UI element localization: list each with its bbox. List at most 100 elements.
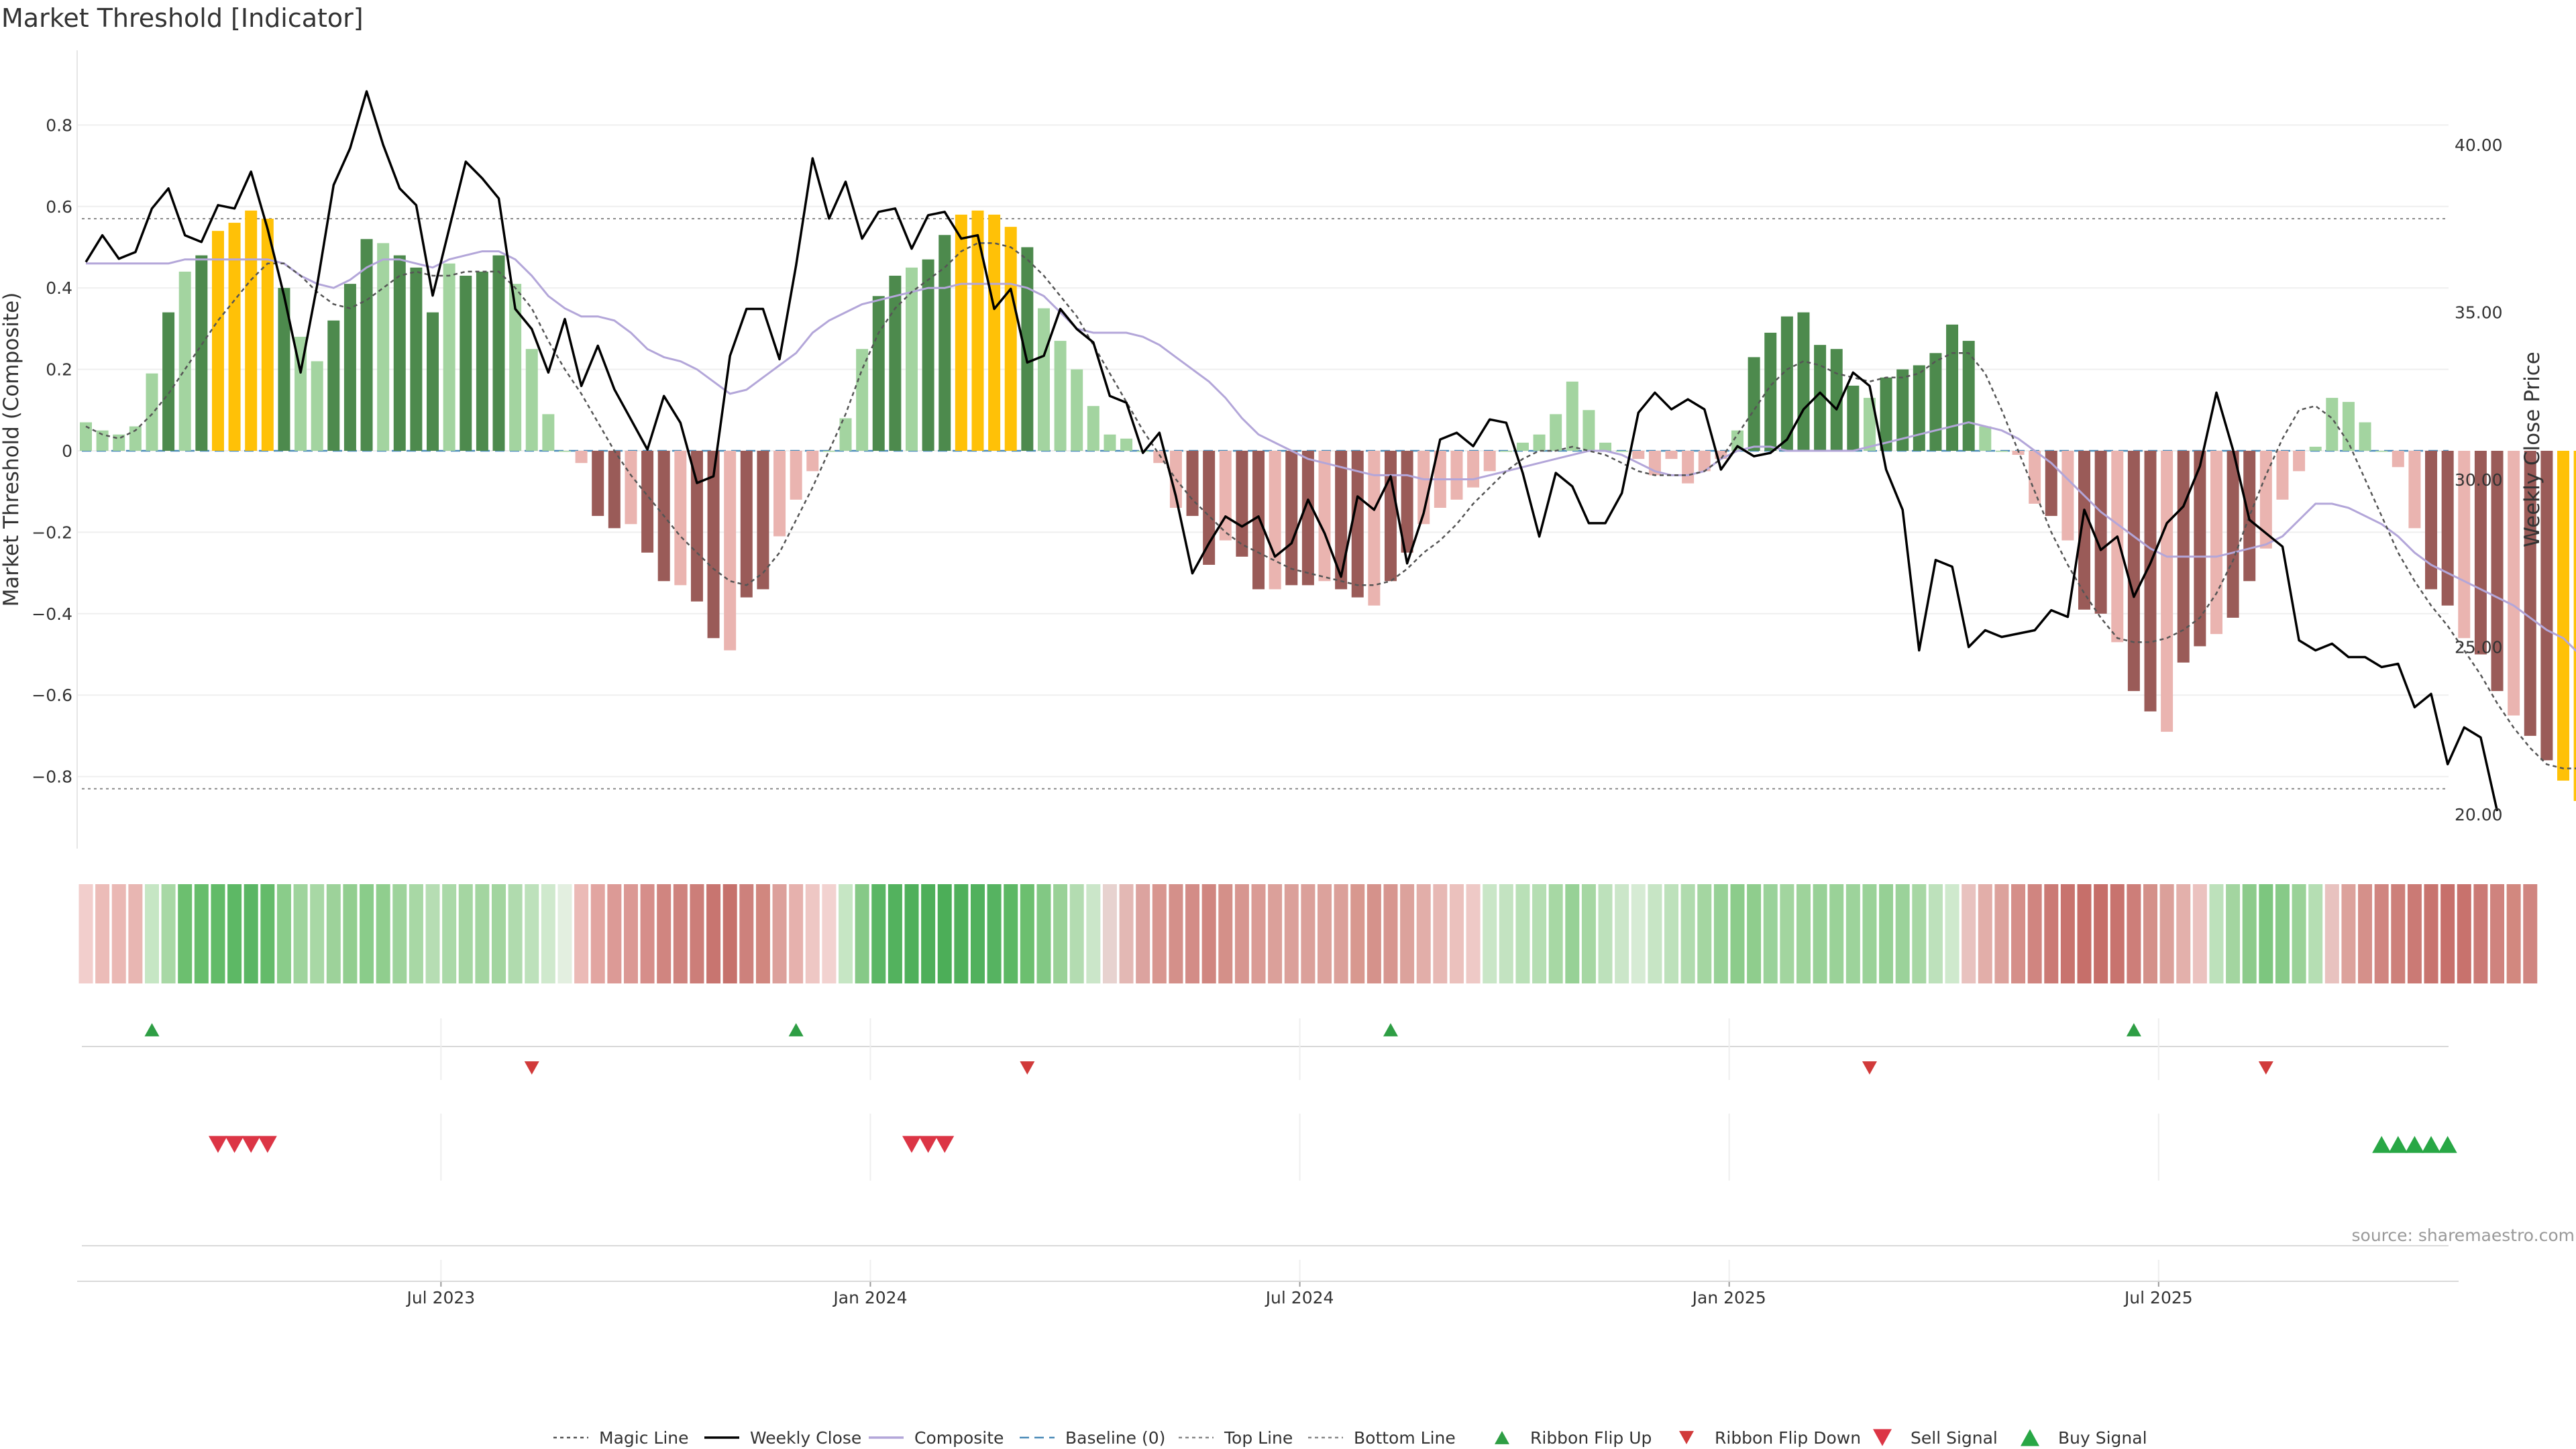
ribbon-cell — [343, 884, 358, 983]
ribbon-cell — [2490, 884, 2505, 983]
ribbon-cell — [1053, 884, 1068, 983]
ribbon-cell — [1366, 884, 1381, 983]
ribbon-cell — [1169, 884, 1183, 983]
composite-bar — [2161, 451, 2174, 732]
composite-bar — [773, 451, 786, 537]
ribbon-cell — [1318, 884, 1332, 983]
composite-bar — [1384, 451, 1397, 582]
ribbon-cell — [2159, 884, 2174, 983]
composite-bar — [261, 219, 274, 451]
ribbon-cell — [2110, 884, 2125, 983]
composite-bar — [1615, 451, 1628, 452]
ribbon-cell — [1416, 884, 1431, 983]
x-tick-label: Jul 2025 — [2123, 1288, 2193, 1307]
x-tick-label: Jan 2024 — [832, 1288, 907, 1307]
source-note: source: sharemaestro.com — [2352, 1226, 2575, 1245]
composite-bar — [1946, 324, 1959, 451]
composite-bar — [674, 451, 687, 586]
ribbon-cell — [1334, 884, 1348, 983]
composite-smooth-line — [86, 250, 2576, 653]
composite-bar — [922, 259, 934, 451]
composite-bar — [971, 210, 984, 451]
ribbon-cell — [839, 884, 853, 983]
ribbon-cell — [987, 884, 1002, 983]
composite-bar — [129, 426, 142, 451]
sell-signal-marker — [241, 1136, 261, 1153]
composite-bar — [2293, 451, 2306, 472]
ribbon-cell — [458, 884, 473, 983]
composite-bar — [2127, 451, 2140, 692]
ribbon-cell — [2143, 884, 2157, 983]
chart-title: Market Threshold [Indicator] — [1, 3, 364, 33]
ribbon-cell — [1136, 884, 1150, 983]
ribbon-cell — [722, 884, 737, 983]
composite-bar — [955, 214, 967, 451]
ribbon-cell — [657, 884, 672, 983]
ribbon-cell — [1730, 884, 1745, 983]
composite-bar — [724, 451, 737, 651]
composite-bar — [822, 451, 835, 452]
ribbon-cell — [310, 884, 325, 983]
ribbon-cell — [244, 884, 258, 983]
composite-bar — [2392, 451, 2404, 468]
composite-bar — [1104, 434, 1116, 451]
ribbon-cell — [1829, 884, 1844, 983]
ribbon-strip — [78, 884, 2538, 983]
right-tick-label: 25.00 — [2455, 638, 2503, 657]
legend-label: Bottom Line — [1354, 1428, 1456, 1448]
ribbon-flip-down-marker — [1020, 1061, 1035, 1075]
composite-bar — [625, 451, 637, 525]
ribbon-cell — [2192, 884, 2207, 983]
ribbon-cell — [871, 884, 886, 983]
ribbon-cell — [2424, 884, 2438, 983]
composite-bar — [938, 235, 951, 451]
ribbon-cell — [2027, 884, 2042, 983]
ribbon-cell — [1185, 884, 1200, 983]
left-tick-label: −0.2 — [32, 523, 72, 542]
composite-bar — [492, 255, 505, 451]
composite-bar — [558, 451, 571, 452]
ribbon-cell — [1713, 884, 1728, 983]
ribbon-cell — [822, 884, 837, 983]
ribbon-cell — [1978, 884, 1992, 983]
ribbon-cell — [772, 884, 787, 983]
legend-label: Ribbon Flip Down — [1715, 1428, 1861, 1448]
ribbon-cell — [1994, 884, 2009, 983]
ribbon-cell — [2457, 884, 2471, 983]
composite-bar — [1913, 365, 1925, 451]
legend-item: Ribbon Flip Up — [1495, 1428, 1652, 1448]
legend-label: Composite — [914, 1428, 1004, 1448]
ribbon-cell — [2176, 884, 2191, 983]
composite-bar — [1814, 345, 1827, 451]
ribbon-cell — [541, 884, 555, 983]
ribbon-cell — [111, 884, 126, 983]
composite-bar — [311, 361, 323, 451]
composite-bar — [1269, 451, 1281, 590]
ribbon-cell — [1020, 884, 1034, 983]
ribbon-flip-up-marker — [2126, 1023, 2141, 1036]
ribbon-cell — [1862, 884, 1877, 983]
ribbon-cell — [2044, 884, 2059, 983]
legend-label: Top Line — [1224, 1428, 1293, 1448]
ribbon-cell — [2358, 884, 2373, 983]
ribbon-cell — [326, 884, 341, 983]
main-panel: 0.8 0.6 0.4 0.2 0 −0.2 −0.4 −0.6 −0.8 40.00 35.00… — [0, 50, 2576, 849]
composite-bar — [1500, 451, 1513, 452]
ribbon-cell — [1483, 884, 1497, 983]
composite-bar — [575, 451, 588, 464]
composite-bar — [393, 255, 406, 451]
ribbon-cell — [2523, 884, 2538, 983]
ribbon-cell — [2341, 884, 2356, 983]
composite-bar — [1368, 451, 1381, 606]
ribbon-cell — [805, 884, 820, 983]
ribbon-cell — [178, 884, 193, 983]
ribbon-cell — [409, 884, 423, 983]
composite-bar — [278, 288, 290, 451]
ribbon-cell — [1234, 884, 1249, 983]
composite-bar — [1682, 451, 1695, 484]
composite-bar — [889, 275, 902, 451]
ribbon-cell — [1945, 884, 1960, 983]
composite-bar — [294, 337, 307, 451]
ribbon-cell — [1532, 884, 1547, 983]
legend-swatch — [1495, 1431, 1509, 1444]
